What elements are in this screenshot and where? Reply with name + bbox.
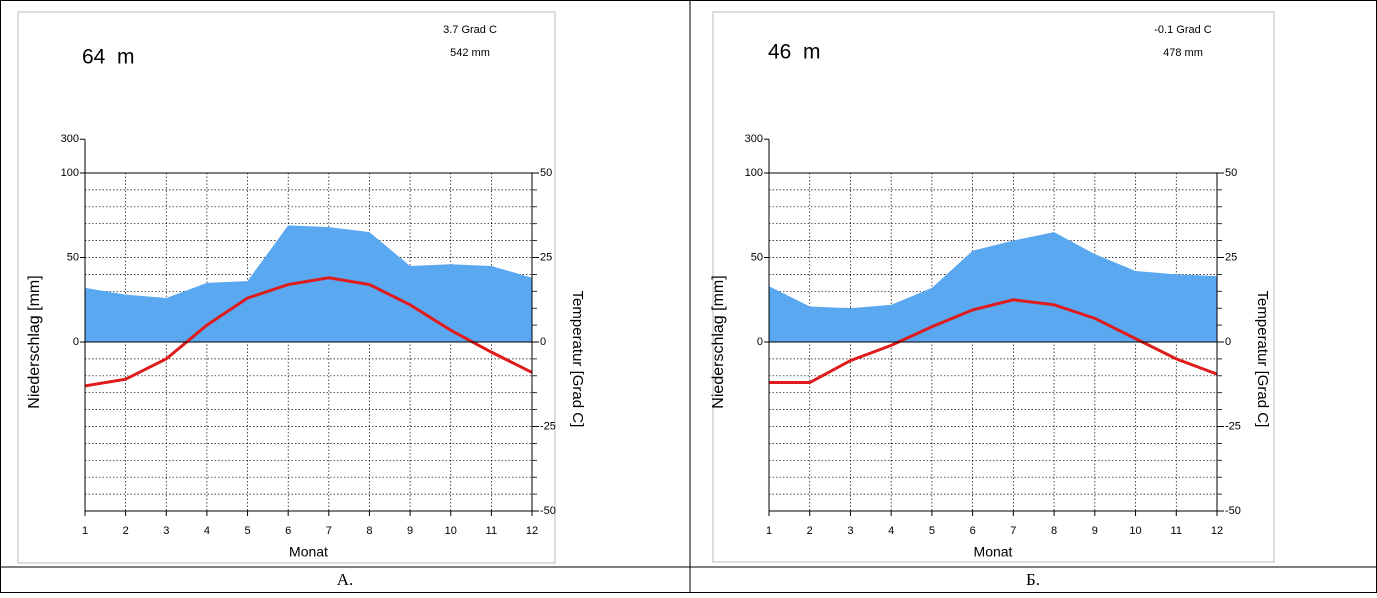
x-tick-label: 8 [366, 525, 372, 537]
x-tick-label: 3 [163, 525, 169, 537]
x-tick-label: 7 [326, 525, 332, 537]
annotation: 3.7 Grad C [443, 24, 497, 36]
y-tick-label: 50 [67, 251, 79, 263]
y2-tick-label: -50 [1225, 505, 1241, 517]
x-tick-label: 10 [445, 525, 457, 537]
x-tick-label: 9 [1092, 525, 1098, 537]
y2-tick-label: -25 [1225, 420, 1241, 432]
precipitation-area [85, 225, 532, 342]
y-tick-label: 0 [757, 336, 763, 348]
x-tick-label: 5 [929, 525, 935, 537]
y2-tick-label: 0 [1225, 336, 1231, 348]
chart-frame [712, 11, 1275, 563]
y2-tick-label: 50 [540, 167, 552, 179]
y2-tick-label: -25 [540, 420, 556, 432]
x-tick-label: 10 [1129, 525, 1141, 537]
y2-tick-label: 25 [540, 251, 552, 263]
y2-tick-label: 50 [1225, 167, 1237, 179]
y2-tick-label: 25 [1225, 251, 1237, 263]
x-tick-label: 1 [766, 525, 772, 537]
y2-tick-label: 0 [540, 336, 546, 348]
x-tick-label: 7 [1010, 525, 1016, 537]
x-tick-label: 4 [888, 525, 894, 537]
precipitation-area [769, 232, 1217, 342]
x-tick-label: 2 [807, 525, 813, 537]
x-tick-label: 4 [204, 525, 210, 537]
y2-axis-label: Temperatur [Grad C] [1254, 291, 1271, 428]
x-axis-label: Monat [974, 544, 1013, 560]
x-tick-label: 6 [285, 525, 291, 537]
x-tick-label: 12 [526, 525, 538, 537]
y-axis-label: Niederschlag [mm] [26, 275, 43, 408]
chart-title: 46 m [768, 41, 821, 64]
x-tick-label: 3 [847, 525, 853, 537]
temperature-line [84, 276, 533, 388]
y-tick-label: 300 [745, 133, 763, 145]
x-tick-label: 5 [244, 525, 250, 537]
annotation: 478 mm [1163, 47, 1203, 59]
x-tick-label: 1 [82, 525, 88, 537]
y-tick-label: 100 [745, 167, 763, 179]
x-tick-label: 2 [123, 525, 129, 537]
x-tick-label: 11 [1171, 525, 1182, 537]
y2-axis-label: Temperatur [Grad C] [569, 291, 586, 428]
y2-tick-label: -50 [540, 505, 556, 517]
annotation: 542 mm [450, 47, 490, 59]
y-tick-label: 100 [61, 167, 79, 179]
x-axis-label: Monat [289, 544, 328, 560]
chart-title: 64 m [82, 46, 135, 69]
y-tick-label: 50 [751, 251, 763, 263]
annotation: -0.1 Grad C [1154, 24, 1212, 36]
caption: Б. [1026, 570, 1040, 589]
y-axis-label: Niederschlag [mm] [710, 275, 727, 408]
x-tick-label: 11 [486, 525, 497, 537]
x-tick-label: 8 [1051, 525, 1057, 537]
x-tick-label: 12 [1211, 525, 1223, 537]
y-tick-label: 300 [61, 133, 79, 145]
x-tick-label: 9 [407, 525, 413, 537]
x-tick-label: 6 [970, 525, 976, 537]
chart-frame [17, 11, 556, 564]
y-tick-label: 0 [73, 336, 79, 348]
caption: А. [337, 570, 354, 589]
